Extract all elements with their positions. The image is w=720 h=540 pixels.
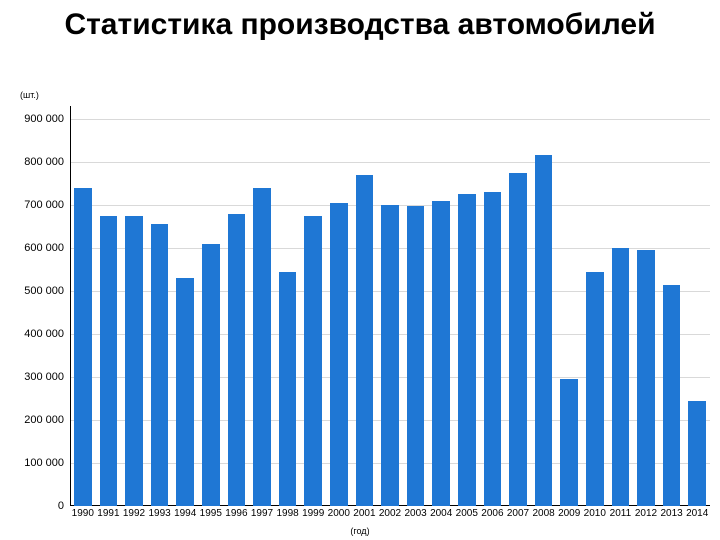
- xtick-label: 1994: [174, 508, 196, 519]
- xtick-label: 2007: [507, 508, 529, 519]
- xtick-label: 2011: [610, 508, 632, 519]
- bar: [125, 216, 142, 506]
- bar: [253, 188, 270, 506]
- bar: [330, 203, 347, 506]
- xtick-label: 2001: [353, 508, 375, 519]
- ytick-label: 900 000: [24, 113, 64, 125]
- xtick-label: 2013: [660, 508, 682, 519]
- bar: [458, 194, 475, 506]
- xtick-label: 2008: [532, 508, 554, 519]
- bar: [381, 205, 398, 506]
- bar: [151, 224, 168, 506]
- ytick-label: 700 000: [24, 199, 64, 211]
- bar: [637, 250, 654, 506]
- ytick-label: 0: [58, 500, 64, 512]
- bar: [432, 201, 449, 506]
- xtick-label: 2010: [584, 508, 606, 519]
- bar: [663, 285, 680, 507]
- bar: [356, 175, 373, 506]
- xtick-label: 1998: [276, 508, 298, 519]
- bar: [228, 214, 245, 506]
- xtick-label: 2009: [558, 508, 580, 519]
- ytick-label: 300 000: [24, 371, 64, 383]
- bar: [535, 155, 552, 506]
- ytick-label: 100 000: [24, 457, 64, 469]
- bar: [484, 192, 501, 506]
- bar: [304, 216, 321, 506]
- x-axis-label: (год): [0, 526, 720, 536]
- bar: [560, 379, 577, 506]
- xtick-label: 2003: [404, 508, 426, 519]
- bar: [176, 278, 193, 506]
- ytick-label: 400 000: [24, 328, 64, 340]
- xtick-label: 2002: [379, 508, 401, 519]
- xtick-label: 1992: [123, 508, 145, 519]
- bar: [74, 188, 91, 506]
- chart-container: Статистика производства автомобилей (шт.…: [0, 0, 720, 540]
- xtick-label: 1991: [97, 508, 119, 519]
- xtick-label: 1996: [225, 508, 247, 519]
- bar: [407, 206, 424, 506]
- bar: [509, 173, 526, 506]
- xtick-label: 2012: [635, 508, 657, 519]
- xtick-label: 2000: [328, 508, 350, 519]
- ytick-label: 600 000: [24, 242, 64, 254]
- xtick-label: 2006: [481, 508, 503, 519]
- xtick-label: 1999: [302, 508, 324, 519]
- xtick-label: 2005: [456, 508, 478, 519]
- plot-area: 0100 000200 000300 000400 000500 000600 …: [70, 106, 710, 506]
- xtick-label: 2014: [686, 508, 708, 519]
- ytick-label: 200 000: [24, 414, 64, 426]
- bar: [202, 244, 219, 506]
- bar: [612, 248, 629, 506]
- bar: [100, 216, 117, 506]
- chart-title: Статистика производства автомобилей: [0, 8, 720, 42]
- bars-group: 1990199119921993199419951996199719981999…: [70, 106, 710, 506]
- xtick-label: 1995: [200, 508, 222, 519]
- xtick-label: 2004: [430, 508, 452, 519]
- xtick-label: 1997: [251, 508, 273, 519]
- xtick-label: 1990: [72, 508, 94, 519]
- ytick-label: 800 000: [24, 156, 64, 168]
- ytick-label: 500 000: [24, 285, 64, 297]
- xtick-label: 1993: [148, 508, 170, 519]
- y-axis-label: (шт.): [20, 90, 39, 100]
- bar: [586, 272, 603, 506]
- bar: [279, 272, 296, 506]
- bar: [688, 401, 705, 506]
